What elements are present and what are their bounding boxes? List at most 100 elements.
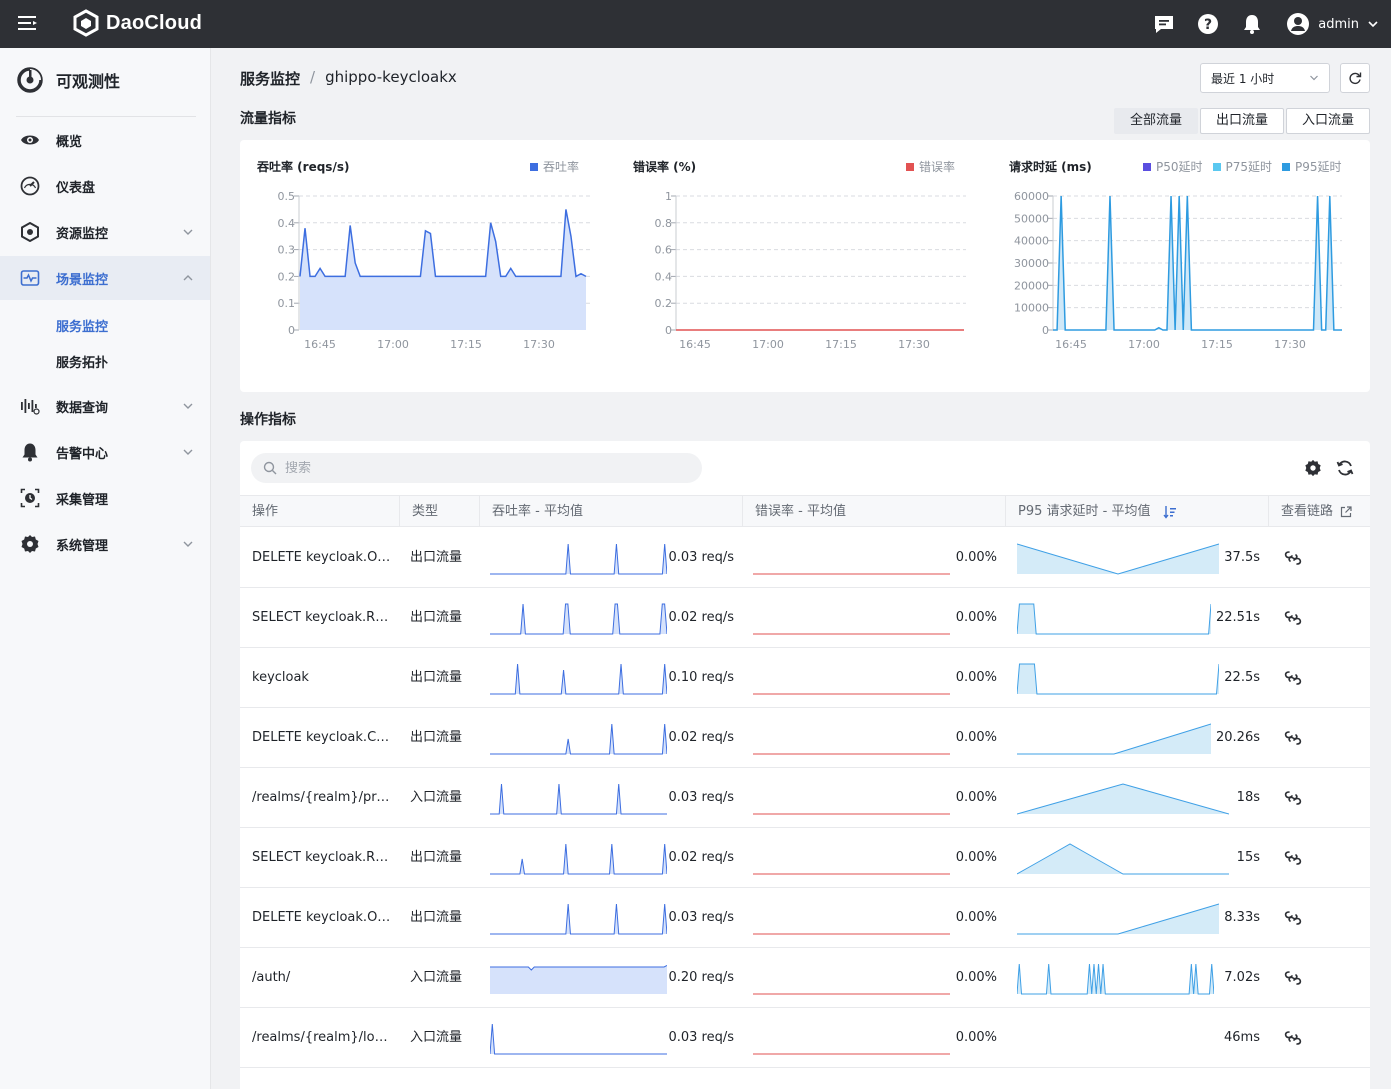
column-header-trace[interactable]: 查看链路 [1268, 496, 1370, 527]
breadcrumb: 服务监控 / ghippo-keycloakx [240, 68, 457, 89]
legend-swatch [906, 162, 914, 171]
sidebar-item-alert-center[interactable]: 告警中心 [0, 430, 210, 474]
column-header-p95[interactable]: P95 请求延时 - 平均值 [1005, 496, 1268, 527]
traffic-type: 出口流量 [410, 850, 463, 865]
notification-bell-icon[interactable] [1240, 12, 1264, 36]
sidebar-item-label: 场景监控 [56, 272, 109, 288]
view-trace-link-icon[interactable] [1283, 668, 1303, 688]
column-header-p95-label: P95 请求延时 - 平均值 [1018, 504, 1151, 519]
avatar-icon [1287, 13, 1310, 35]
sidebar-subitem-service-monitor[interactable]: 服务监控 [56, 320, 109, 335]
help-icon[interactable]: ? [1196, 12, 1220, 36]
sidebar-item-scene-monitor[interactable]: 场景监控 [0, 256, 210, 300]
time-range-select[interactable]: 最近 1 小时 [1200, 63, 1330, 93]
table-row[interactable]: /auth/入口流量 0.20 req/s 0.00% 7.02s [240, 948, 1370, 1008]
error-rate-value: 0.00% [955, 790, 997, 805]
operation-name: /realms/{realm}/login-... [252, 1030, 394, 1045]
sparkline-area [490, 965, 667, 994]
operation-name: DELETE keycloak.CLI... [252, 730, 394, 745]
sparkline [490, 723, 667, 755]
table-row-partial[interactable] [240, 1068, 1370, 1089]
chart-legend-latency[interactable]: P50延时 P75延时 P95延时 [1143, 158, 1342, 175]
error-rate-value: 0.00% [955, 670, 997, 685]
refresh-button[interactable] [1340, 63, 1370, 93]
p95-latency-value: 46ms [1224, 1030, 1260, 1045]
sidebar-item-dashboard[interactable]: 仪表盘 [0, 164, 210, 208]
table-row[interactable]: /realms/{realm}/login-... 入口流量 0.03 req/s 0… [240, 1008, 1370, 1068]
view-trace-link-icon[interactable] [1283, 1028, 1303, 1048]
sparkline-line [1017, 663, 1219, 695]
sidebar: 可观测性 概览 仪表盘 资源监控 场景监控 服务监控 服务拓扑 数据查询 告警中… [0, 48, 211, 1089]
breadcrumb-parent[interactable]: 服务监控 [240, 70, 301, 88]
user-menu[interactable]: admin [1286, 12, 1379, 36]
chart-legend-throughput[interactable]: 吞吐率 [530, 158, 579, 175]
breadcrumb-current: ghippo-keycloakx [325, 68, 457, 86]
view-trace-link-icon[interactable] [1283, 908, 1303, 928]
data-query-wave-icon [20, 396, 40, 416]
legend-label: 吞吐率 [543, 160, 580, 174]
table-row[interactable]: SELECT keycloak.REA... 出口流量 0.02 req/s 0.00… [240, 588, 1370, 648]
throughput-chart[interactable]: 0.5 0.4 0.3 0.2 0.1 0 16:45 17:00 17:15 17:30 [240, 176, 610, 386]
sidebar-item-data-query[interactable]: 数据查询 [0, 384, 210, 428]
error-sparkline [753, 873, 950, 875]
view-trace-link-icon[interactable] [1283, 608, 1303, 628]
table-row[interactable]: /realms/{realm}/protoc... 入口流量 0.03 req/s 0… [240, 768, 1370, 828]
external-link-icon [1341, 505, 1352, 517]
table-row[interactable]: SELECT keycloak.REA... 出口流量 0.02 req/s 0.00… [240, 828, 1370, 888]
table-refresh-icon[interactable] [1336, 459, 1354, 477]
legend-label: 错误率 [919, 160, 956, 174]
legend-swatch [1282, 162, 1291, 171]
latency-chart[interactable]: 60000 50000 40000 30000 20000 10000 0 16:45 17:0… [992, 176, 1370, 386]
chart-title-error-rate: 错误率 (%) [633, 160, 697, 174]
filter-egress-traffic[interactable]: 出口流量 [1200, 108, 1285, 134]
x-tick-label: 17:15 [825, 338, 857, 351]
sidebar-item-collection-management[interactable]: 采集管理 [0, 476, 210, 520]
x-tick-label: 16:45 [679, 338, 711, 351]
table-row[interactable]: DELETE keycloak.CLI... 出口流量 0.02 req/s 0.00… [240, 708, 1370, 768]
y-tick-label: 30000 [1014, 257, 1049, 270]
x-tick-label: 17:15 [450, 338, 482, 351]
error-sparkline [753, 993, 950, 995]
search-input[interactable] [285, 460, 685, 476]
brand-logo[interactable]: DaoCloud [72, 9, 202, 37]
sparkline [1017, 723, 1211, 755]
view-trace-link-icon[interactable] [1283, 728, 1303, 748]
table-row[interactable]: keycloak 出口流量 0.10 req/s 0.00% 22.5s [240, 648, 1370, 708]
error-rate-chart[interactable]: 1 0.8 0.6 0.4 0.2 0 16:45 17:00 17:15 17:30 [616, 176, 986, 386]
sidebar-item-label: 系统管理 [56, 538, 109, 554]
sparkline-area [490, 544, 667, 574]
column-header-throughput[interactable]: 吞吐率 - 平均值 [479, 496, 742, 527]
throughput-value: 0.03 req/s [668, 1030, 734, 1045]
sparkline-area [490, 904, 667, 934]
filter-all-traffic[interactable]: 全部流量 [1114, 108, 1199, 134]
y-tick-label: 0 [288, 324, 295, 337]
throughput-value: 0.20 req/s [668, 970, 734, 985]
sidebar-item-system-management[interactable]: 系统管理 [0, 522, 210, 566]
column-header-operation[interactable]: 操作 [252, 504, 279, 519]
table-settings-gear-icon[interactable] [1304, 459, 1322, 477]
column-header-type[interactable]: 类型 [399, 496, 479, 527]
view-trace-link-icon[interactable] [1283, 968, 1303, 988]
sidebar-item-resource-monitor[interactable]: 资源监控 [0, 210, 210, 254]
sparkline-area [490, 844, 667, 874]
hamburger-menu-icon[interactable] [18, 14, 38, 32]
sidebar-item-overview[interactable]: 概览 [0, 118, 210, 162]
table-header: 操作 类型 吞吐率 - 平均值 错误率 - 平均值 P95 请求延时 - 平均值… [240, 495, 1370, 527]
view-trace-link-icon[interactable] [1283, 788, 1303, 808]
view-trace-link-icon[interactable] [1283, 548, 1303, 568]
sparkline [1017, 543, 1219, 575]
view-trace-link-icon[interactable] [1283, 848, 1303, 868]
filter-ingress-traffic[interactable]: 入口流量 [1286, 108, 1371, 134]
table-row[interactable]: DELETE keycloak.OFF... 出口流量 0.03 req/s 0.00… [240, 528, 1370, 588]
legend-swatch [1212, 162, 1221, 171]
operation-name: DELETE keycloak.OFF... [252, 550, 394, 565]
column-header-error-rate[interactable]: 错误率 - 平均值 [742, 496, 1005, 527]
sort-descending-icon[interactable] [1163, 505, 1177, 519]
chart-legend-error-rate[interactable]: 错误率 [906, 158, 955, 175]
message-icon[interactable] [1152, 12, 1176, 36]
sidebar-subitem-service-topology[interactable]: 服务拓扑 [56, 356, 109, 371]
search-box[interactable] [251, 453, 702, 483]
table-row[interactable]: DELETE keycloak.OFF... 出口流量 0.03 req/s 0.00… [240, 888, 1370, 948]
p95-latency-value: 22.5s [1224, 670, 1260, 685]
sidebar-item-label: 仪表盘 [56, 180, 96, 196]
